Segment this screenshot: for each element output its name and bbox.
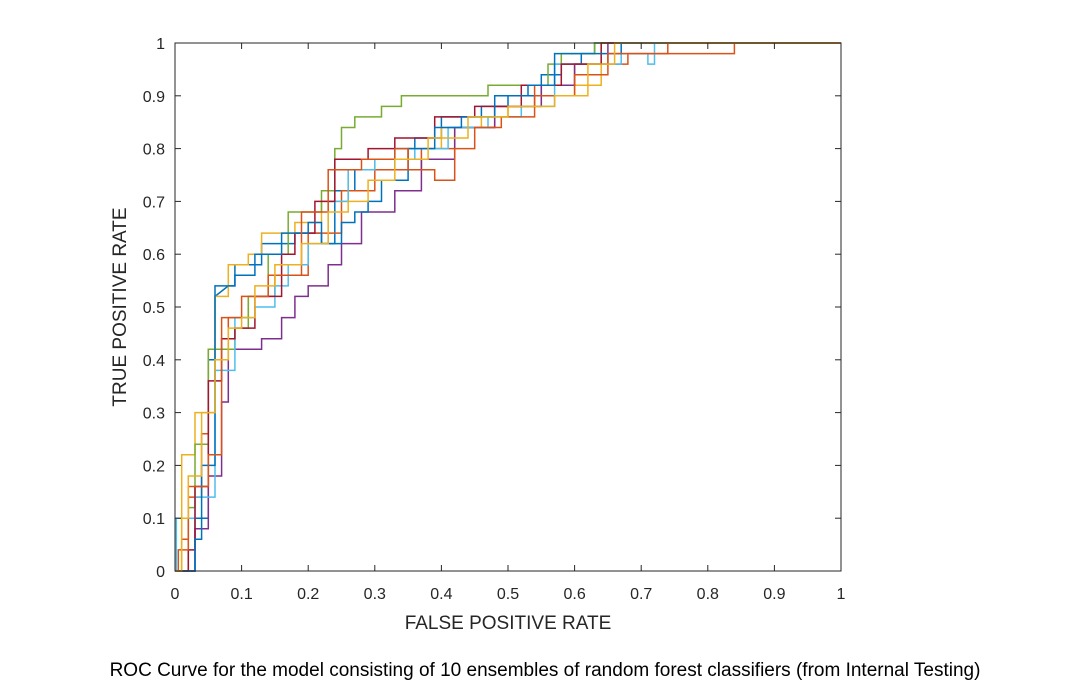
figure-caption: ROC Curve for the model consisting of 10… bbox=[109, 660, 981, 681]
x-tick-label: 0 bbox=[171, 586, 180, 603]
y-tick-label: 0.2 bbox=[143, 458, 165, 475]
y-tick-label: 0.1 bbox=[143, 511, 165, 528]
y-tick-label: 1 bbox=[156, 36, 165, 53]
y-axis-label: TRUE POSITIVE RATE bbox=[110, 207, 131, 406]
y-tick-label: 0.3 bbox=[143, 406, 165, 423]
roc-series-line bbox=[175, 42, 841, 572]
y-tick-label: 0.4 bbox=[143, 353, 165, 370]
ticks-layer: 0 0.1 0.2 0.3 0.4 0.5 0.6 0.7 0.8 0.9 1 0 0.1 0.2 0.3 0… bbox=[143, 36, 846, 603]
x-tick-label: 0.6 bbox=[563, 586, 585, 603]
roc-series-line bbox=[175, 42, 841, 572]
x-tick-label: 0.7 bbox=[630, 586, 652, 603]
plot-area bbox=[175, 43, 841, 571]
y-tick-label: 0.7 bbox=[143, 194, 165, 211]
x-tick-label: 0.5 bbox=[497, 586, 519, 603]
y-tick-label: 0.5 bbox=[143, 300, 165, 317]
roc-series-line bbox=[175, 42, 841, 572]
x-tick-label: 0.8 bbox=[697, 586, 719, 603]
x-tick-label: 0.2 bbox=[297, 586, 319, 603]
x-tick-label: 0.9 bbox=[763, 586, 785, 603]
series-layer bbox=[175, 42, 841, 572]
y-tick-label: 0.8 bbox=[143, 142, 165, 159]
y-tick-label: 0.9 bbox=[143, 89, 165, 106]
y-tick-label: 0.6 bbox=[143, 247, 165, 264]
x-tick-label: 0.4 bbox=[430, 586, 452, 603]
roc-chart: 0 0.1 0.2 0.3 0.4 0.5 0.6 0.7 0.8 0.9 1 0 0.1 0.2 0.3 0… bbox=[110, 36, 846, 634]
x-tick-label: 0.1 bbox=[230, 586, 252, 603]
y-tick-label: 0 bbox=[156, 564, 165, 581]
x-tick-label: 0.3 bbox=[364, 586, 386, 603]
x-tick-label: 1 bbox=[837, 586, 846, 603]
x-axis-label: FALSE POSITIVE RATE bbox=[405, 613, 612, 634]
